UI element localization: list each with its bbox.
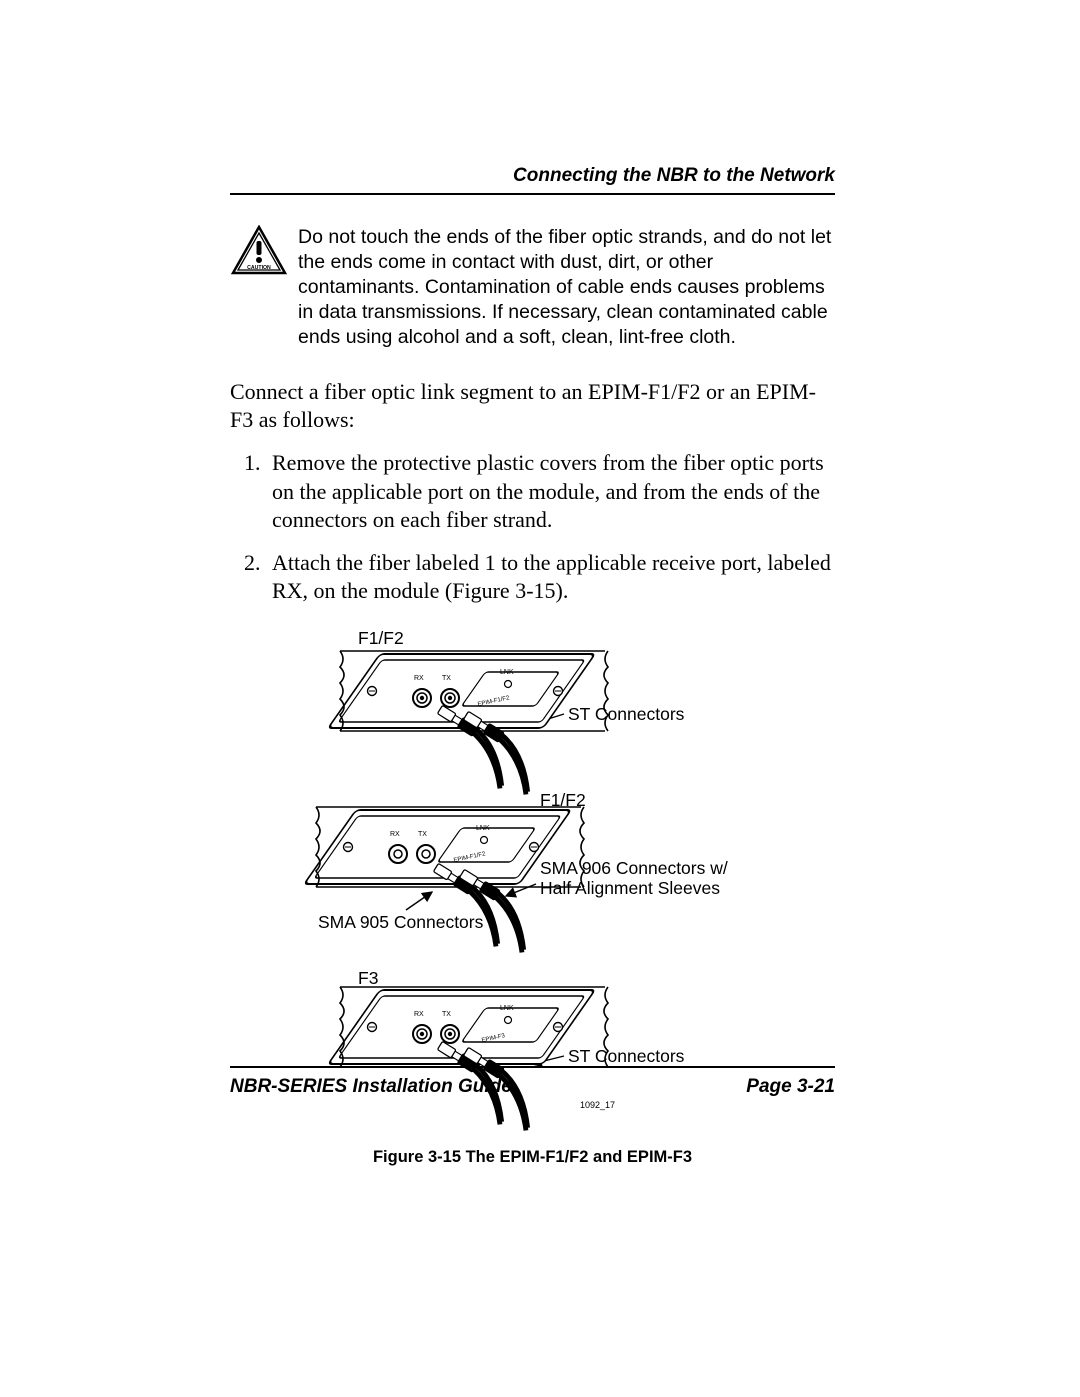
svg-text:TX: TX [442, 675, 451, 682]
steps-list: Remove the protective plastic covers fro… [230, 449, 835, 606]
svg-text:LNK: LNK [500, 1005, 514, 1012]
svg-text:LNK: LNK [500, 669, 514, 676]
running-head: Connecting the NBR to the Network [230, 165, 835, 195]
intro-paragraph: Connect a fiber optic link segment to an… [230, 378, 835, 435]
list-item: Attach the fiber labeled 1 to the applic… [266, 549, 835, 606]
caution-label: CAUTION [247, 265, 271, 271]
figure-caption: Figure 3-15 The EPIM-F1/F2 and EPIM-F3 [230, 1148, 835, 1167]
svg-text:RX: RX [390, 831, 400, 838]
caution-icon: CAUTION [230, 225, 288, 277]
caution-block: CAUTION Do not touch the ends of the fib… [230, 225, 835, 350]
svg-text:RX: RX [414, 675, 424, 682]
svg-text:TX: TX [442, 1011, 451, 1018]
footer-guide-title: NBR-SERIES Installation Guide [230, 1076, 512, 1098]
page-footer: NBR-SERIES Installation Guide Page 3-21 [230, 1066, 835, 1098]
caution-text: Do not touch the ends of the fiber optic… [298, 225, 835, 350]
document-page: Connecting the NBR to the Network CAUTIO… [0, 0, 1080, 1397]
svg-text:LNK: LNK [476, 825, 490, 832]
svg-text:TX: TX [418, 831, 427, 838]
svg-text:RX: RX [414, 1011, 424, 1018]
list-item: Remove the protective plastic covers fro… [266, 449, 835, 535]
footer-page-number: Page 3-21 [746, 1076, 835, 1098]
page-content: Connecting the NBR to the Network CAUTIO… [230, 165, 835, 1167]
